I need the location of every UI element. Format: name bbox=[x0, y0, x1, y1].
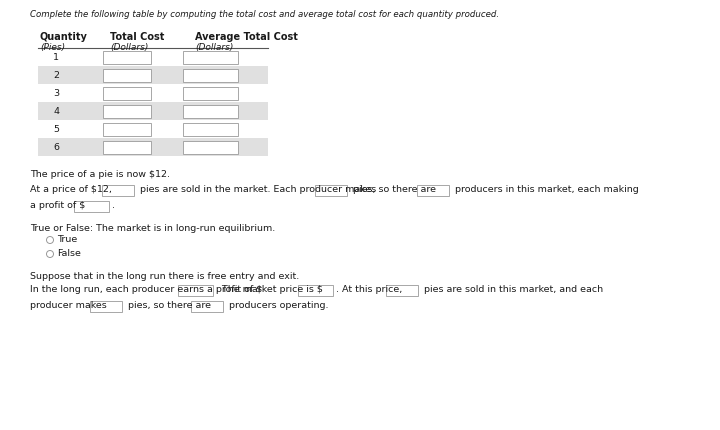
Text: The price of a pie is now $12.: The price of a pie is now $12. bbox=[30, 170, 170, 179]
Bar bbox=[103, 68, 151, 82]
Text: (Dollars): (Dollars) bbox=[110, 43, 148, 52]
Bar bbox=[183, 123, 238, 135]
Bar bbox=[38, 102, 268, 120]
Bar bbox=[90, 301, 122, 311]
Bar bbox=[183, 50, 238, 64]
Text: True or False: The market is in long-run equilibrium.: True or False: The market is in long-run… bbox=[30, 224, 275, 233]
Bar bbox=[103, 86, 151, 99]
Text: 1: 1 bbox=[53, 52, 59, 61]
Bar bbox=[103, 50, 151, 64]
Text: pies, so there are: pies, so there are bbox=[125, 301, 211, 310]
Text: 5: 5 bbox=[53, 125, 59, 133]
Text: Suppose that in the long run there is free entry and exit.: Suppose that in the long run there is fr… bbox=[30, 272, 300, 281]
Text: (Dollars): (Dollars) bbox=[195, 43, 233, 52]
Text: True: True bbox=[57, 236, 77, 245]
Text: 6: 6 bbox=[53, 142, 59, 151]
Text: False: False bbox=[57, 249, 81, 258]
Bar bbox=[183, 104, 238, 117]
Text: pies, so there are: pies, so there are bbox=[350, 185, 439, 194]
Text: . The market price is $: . The market price is $ bbox=[216, 286, 323, 295]
Text: . At this price,: . At this price, bbox=[336, 286, 402, 295]
Text: pies are sold in this market, and each: pies are sold in this market, and each bbox=[421, 286, 603, 295]
Text: Complete the following table by computing the total cost and average total cost : Complete the following table by computin… bbox=[30, 10, 499, 19]
Bar bbox=[102, 184, 134, 196]
Text: Average Total Cost: Average Total Cost bbox=[195, 32, 298, 42]
Bar bbox=[315, 184, 347, 196]
Bar bbox=[183, 141, 238, 154]
Text: 3: 3 bbox=[53, 89, 59, 98]
Text: At a price of $12,: At a price of $12, bbox=[30, 185, 115, 194]
Text: Total Cost: Total Cost bbox=[110, 32, 164, 42]
Text: In the long run, each producer earns a profit of $: In the long run, each producer earns a p… bbox=[30, 286, 262, 295]
Text: 4: 4 bbox=[53, 107, 59, 116]
Text: pies are sold in the market. Each producer makes: pies are sold in the market. Each produc… bbox=[137, 185, 379, 194]
Text: (Pies): (Pies) bbox=[40, 43, 65, 52]
Bar bbox=[103, 104, 151, 117]
Text: a profit of $: a profit of $ bbox=[30, 202, 85, 211]
Bar bbox=[103, 141, 151, 154]
Bar bbox=[386, 285, 418, 295]
Bar bbox=[298, 285, 333, 295]
Text: producer makes: producer makes bbox=[30, 301, 107, 310]
Bar bbox=[38, 138, 268, 156]
Bar bbox=[191, 301, 223, 311]
Bar bbox=[178, 285, 213, 295]
Bar bbox=[417, 184, 449, 196]
Text: producers operating.: producers operating. bbox=[226, 301, 328, 310]
Bar bbox=[38, 66, 268, 84]
Text: .: . bbox=[112, 202, 115, 211]
Text: 2: 2 bbox=[53, 71, 59, 80]
Text: producers in this market, each making: producers in this market, each making bbox=[452, 185, 639, 194]
Bar bbox=[183, 68, 238, 82]
Bar bbox=[103, 123, 151, 135]
Text: Quantity: Quantity bbox=[40, 32, 88, 42]
Bar bbox=[183, 86, 238, 99]
Bar bbox=[74, 200, 109, 212]
